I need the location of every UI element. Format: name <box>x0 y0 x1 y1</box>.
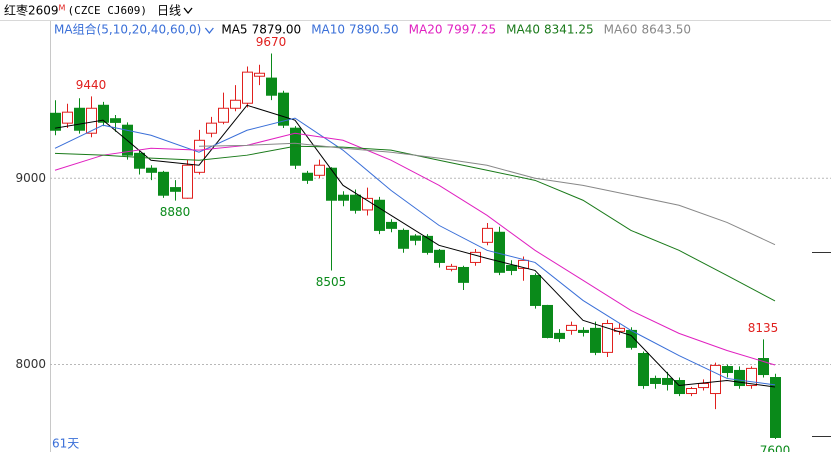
low-label: 8505 <box>316 275 347 289</box>
candle-body <box>518 259 529 269</box>
candle-body <box>650 377 661 384</box>
candle-body <box>434 249 445 263</box>
candle-body <box>506 264 517 271</box>
candle-body <box>422 235 433 253</box>
candle-body <box>230 99 241 109</box>
candle-body <box>410 235 421 241</box>
candle-body <box>386 221 397 229</box>
candle-body <box>194 139 205 173</box>
candles <box>50 53 781 439</box>
instrument-mark: M <box>59 4 66 13</box>
candle-body <box>314 164 325 176</box>
candle-body <box>710 364 721 395</box>
candle-body <box>686 388 697 395</box>
candle-body <box>86 107 97 134</box>
candle-body <box>146 167 157 173</box>
y-tick-label: 9000 <box>15 171 46 185</box>
candle-body <box>734 369 745 387</box>
candle-body <box>266 77 277 96</box>
candle-body <box>338 194 349 201</box>
low-label: 8880 <box>160 205 191 219</box>
candle-body <box>758 358 769 376</box>
candle-body <box>134 152 145 169</box>
high-label: 8135 <box>748 321 779 335</box>
legend-value: 7997.25 <box>447 23 497 37</box>
candle-body <box>674 379 685 395</box>
high-label: 9670 <box>256 35 287 49</box>
candle-body <box>590 327 601 353</box>
candle-body <box>542 304 553 338</box>
candle-body <box>446 265 457 270</box>
candle-body <box>182 164 193 199</box>
candle-body <box>578 329 589 333</box>
high-label: 9440 <box>76 78 107 92</box>
instrument-code[interactable]: (CZCE CJ609) <box>68 4 147 17</box>
legend-value: 7879.00 <box>252 23 302 37</box>
moving-average-line <box>198 142 776 246</box>
y-tick-label: 8000 <box>15 357 46 371</box>
candle-body <box>218 107 229 123</box>
candle-body <box>374 199 385 231</box>
candle-body <box>278 92 289 126</box>
low-label: 7600 <box>760 443 791 452</box>
candle-body <box>554 332 565 339</box>
legend-name: MA60 <box>604 23 638 37</box>
candle-body <box>326 167 337 201</box>
legend-name: MA10 <box>311 23 345 37</box>
candle-body <box>110 118 121 123</box>
legend-value: 8643.50 <box>641 23 691 37</box>
candle-body <box>722 366 733 373</box>
header: 红枣2609 M (CZCE CJ609) 日线 MA组合(5,10,20,40… <box>4 3 214 37</box>
candle-body <box>566 324 577 331</box>
candle-body <box>350 194 361 211</box>
legend-name: MA20 <box>409 23 443 37</box>
dropdown-arrow[interactable] <box>204 27 214 35</box>
candle-body <box>170 187 181 192</box>
period-selector[interactable]: 日线 <box>157 4 181 18</box>
moving-average-line <box>54 132 776 366</box>
candle-body <box>254 72 265 77</box>
legend-value: 7890.50 <box>349 23 399 37</box>
candle-body <box>302 172 313 181</box>
candle-body <box>62 111 73 124</box>
candle-body <box>206 122 217 134</box>
instrument-name: 红枣2609 <box>4 3 59 18</box>
candle-body <box>638 352 649 387</box>
candle-body <box>458 266 469 283</box>
candle-body <box>482 227 493 243</box>
legend-value: 8341.25 <box>544 23 594 37</box>
legend-name: MA5 <box>221 23 247 37</box>
candle-body <box>98 104 109 123</box>
candle-body <box>74 107 85 131</box>
candle-body <box>530 274 541 306</box>
moving-average-line <box>54 104 776 388</box>
candle-body <box>50 112 61 131</box>
candle-body <box>470 251 481 263</box>
candle-body <box>746 367 757 387</box>
dropdown-arrow[interactable] <box>183 7 193 15</box>
legend-name: MA40 <box>506 23 540 37</box>
candle-body <box>398 229 409 249</box>
candle-body <box>602 323 613 353</box>
moving-average-line <box>54 117 776 386</box>
indicator-selector[interactable]: MA组合(5,10,20,40,60,0) <box>54 22 201 37</box>
candle-body <box>242 71 253 104</box>
candle-body <box>662 377 673 385</box>
candle-body <box>770 377 781 438</box>
candle-body <box>698 382 709 389</box>
candle-body <box>158 171 169 196</box>
bar-count: 61天 <box>52 437 79 451</box>
